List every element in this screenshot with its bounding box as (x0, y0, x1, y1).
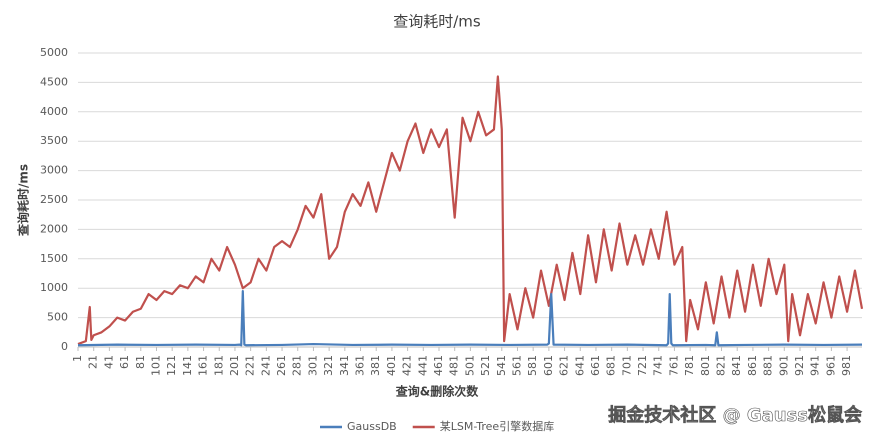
x-axis-label: 查询&删除次数 (395, 384, 479, 399)
legend-label: 某LSM-Tree引擎数据库 (440, 419, 554, 433)
x-tick-label: 801 (699, 355, 712, 376)
x-tick-label: 821 (715, 355, 728, 376)
x-tick-label: 101 (149, 355, 162, 376)
x-tick-label: 1 (71, 355, 84, 362)
x-tick-label: 21 (87, 355, 100, 369)
x-tick-label: 441 (416, 355, 429, 376)
x-tick-label: 61 (118, 355, 131, 369)
x-tick-label: 341 (338, 355, 351, 376)
x-tick-label: 701 (620, 355, 633, 376)
x-tick-label: 121 (165, 355, 178, 376)
y-tick-label: 2500 (40, 193, 68, 206)
y-tick-label: 500 (47, 311, 68, 324)
y-tick-label: 4000 (40, 105, 68, 118)
chart-title: 查询耗时/ms (393, 13, 481, 31)
x-tick-label: 841 (730, 355, 743, 376)
series-line (77, 290, 863, 347)
x-tick-label: 861 (746, 355, 759, 376)
x-tick-label: 401 (385, 355, 398, 376)
x-tick-label: 521 (479, 355, 492, 376)
x-tick-label: 921 (793, 355, 806, 376)
y-tick-label: 3000 (40, 164, 68, 177)
x-tick-label: 261 (275, 355, 288, 376)
x-tick-label: 661 (589, 355, 602, 376)
x-tick-label: 501 (463, 355, 476, 376)
x-tick-label: 321 (322, 355, 335, 376)
y-axis-label: 查询耗时/ms (16, 164, 31, 237)
x-tick-label: 221 (244, 355, 257, 376)
x-tick-label: 381 (369, 355, 382, 376)
x-tick-label: 601 (542, 355, 555, 376)
x-tick-label: 241 (259, 355, 272, 376)
x-tick-label: 721 (636, 355, 649, 376)
x-tick-label: 581 (526, 355, 539, 376)
legend: GaussDB 某LSM-Tree引擎数据库 (320, 419, 554, 433)
x-tick-label: 81 (134, 355, 147, 369)
watermark: 掘金技术社区 @ Gauss松鼠会 (608, 404, 862, 426)
x-tick-label: 281 (291, 355, 304, 376)
x-tick-label: 201 (228, 355, 241, 376)
x-tick-label: 981 (840, 355, 853, 376)
series-line (77, 75, 864, 346)
x-tick-label: 621 (558, 355, 571, 376)
y-tick-label: 2000 (40, 222, 68, 235)
x-tick-label: 481 (448, 355, 461, 376)
x-tick-label: 181 (212, 355, 225, 376)
x-tick-label: 41 (102, 355, 115, 369)
y-tick-label: 1000 (40, 281, 68, 294)
y-tick-label: 4500 (40, 75, 68, 88)
x-tick-label: 781 (683, 355, 696, 376)
plot-area (77, 52, 864, 351)
x-tick-label: 141 (181, 355, 194, 376)
x-tick-label: 961 (824, 355, 837, 376)
x-tick-label: 561 (510, 355, 523, 376)
x-tick-label: 641 (573, 355, 586, 376)
x-tick-label: 461 (432, 355, 445, 376)
x-tick-label: 941 (809, 355, 822, 376)
x-tick-label: 421 (401, 355, 414, 376)
x-tick-label: 741 (652, 355, 665, 376)
x-tick-label: 161 (197, 355, 210, 376)
y-tick-label: 3500 (40, 134, 68, 147)
legend-label: GaussDB (347, 420, 397, 433)
x-tick-label: 361 (354, 355, 367, 376)
x-tick-label: 681 (605, 355, 618, 376)
y-tick-label: 0 (61, 340, 68, 353)
x-tick-label: 881 (762, 355, 775, 376)
x-tick-label: 901 (777, 355, 790, 376)
x-tick-label: 541 (495, 355, 508, 376)
y-tick-label: 5000 (40, 46, 68, 59)
y-tick-label: 1500 (40, 252, 68, 265)
x-tick-label: 761 (667, 355, 680, 376)
x-tick-label: 301 (306, 355, 319, 376)
